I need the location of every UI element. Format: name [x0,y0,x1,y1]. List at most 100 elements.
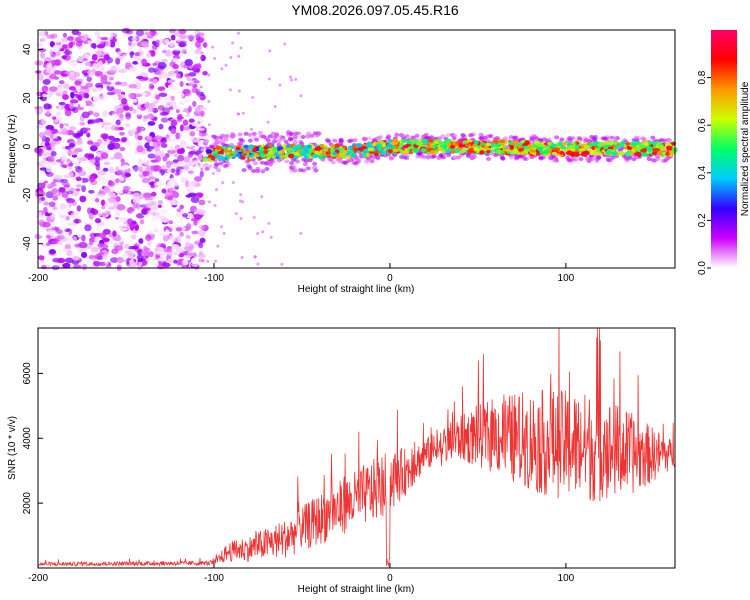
spectrogram-cell [79,156,88,162]
spectrogram-cell [94,118,100,124]
spectrogram-cell [355,143,363,148]
spectrogram-cell [74,218,80,224]
spectrogram-cell [263,149,268,155]
spectrogram-cell [401,150,407,155]
spectrogram-cell [160,208,168,215]
spectrogram-cell [68,187,76,192]
spectrogram-cell [110,257,119,264]
spectrogram-cell [177,113,183,118]
spectrogram-cell [62,94,69,100]
spectrogram-cell [78,90,85,95]
spectrogram-cell [218,161,224,166]
spectrogram-cell [623,155,629,160]
spectrogram-cell [651,151,658,156]
spectrogram-cell [193,64,200,69]
spectrogram-cell [253,255,257,259]
spectrogram-cell [537,146,544,152]
spectrogram-cell [123,185,130,193]
spectrogram-cell [508,135,514,140]
snr-y-tick-label: 6000 [22,362,33,385]
spectrogram-cell [192,100,197,107]
spectrogram-cell [348,149,355,155]
spectrogram-cell [116,107,125,114]
spectrogram-cell [255,169,261,174]
spectrogram-cell [41,37,47,42]
spectrogram-cell [206,259,210,263]
spectrogram-cell [161,188,167,194]
spectrogram-cell [394,132,400,137]
spectrogram-cell [341,155,347,160]
spectrogram-cell [166,180,176,188]
snr-y-tick-label: 2000 [22,492,33,515]
spectrogram-cell [160,143,168,148]
spectrogram-cell [399,142,404,147]
spectrogram-cell [605,140,611,146]
spectrogram-cell [322,147,329,152]
spectrogram-cell [136,103,142,110]
spectrogram-cell [38,48,47,53]
spectrogram-cell [46,165,53,173]
spectrogram-cell [184,73,190,78]
spectrogram-cell [162,100,168,106]
spectrogram-cell [121,98,128,105]
spectrogram-cell [314,146,322,151]
spectrogram-cell [136,145,144,153]
spectrogram-cell [80,251,88,258]
spectrogram-cell [241,152,247,157]
spectrogram-cell [562,141,567,147]
spectrogram-cell [109,156,116,161]
spectrogram-cell [194,176,203,182]
spectrogram-cell [197,153,203,161]
spectrogram-cell [112,142,121,150]
spectrogram-cell [316,131,322,136]
spectrogram-cell [49,59,59,66]
spectrogram-cell [50,150,57,157]
spectrogram-cell [239,199,243,203]
spectrogram-cell [117,256,124,264]
spectrogram-cell [106,91,115,96]
spectrogram-cell [241,168,247,173]
spectrogram-cell [547,155,553,160]
spectrogram-cell [147,239,152,247]
spectrogram-cell [55,111,62,117]
spectrogram-cell [55,51,61,57]
spectrogram-cell [145,210,155,216]
spectrogram-cell [170,119,178,127]
spectrogram-cell [650,135,656,140]
spectrogram-cell [185,241,191,248]
spectrogram-cell [293,152,300,156]
spectrogram-cell [104,81,112,85]
spectrogram-cell [554,135,560,140]
spectrogram-cell [199,110,205,117]
spectrogram-cell [183,156,191,163]
spectrogram-cell [43,201,49,206]
spectrogram-cell [633,135,639,140]
spectrogram-cell [160,137,166,142]
spectrogram-cell [74,80,82,86]
spectrogram-cell [88,159,96,164]
spectrogram-cell [68,142,76,148]
spectrogram-cell [640,148,647,153]
spectrogram-cell [362,137,368,142]
spectrogram-cell [338,139,344,144]
spectrogram-cell [75,176,82,182]
spectrogram-cell [277,146,284,151]
spectrogram-cell [342,149,348,154]
snr-x-axis-label: Height of straight line (km) [298,584,415,595]
spectrogram-cell [175,248,182,252]
spectrogram-cell [128,83,138,89]
spectrogram-cell [158,123,164,130]
spectrogram-cell [38,73,44,81]
spectrogram-cell [589,151,596,156]
spectrogram-cell [155,250,163,255]
spectrogram-cell [47,209,53,214]
spectrogram-cell [54,118,61,123]
spectrogram-cell [144,31,153,36]
spectrogram-cell [365,152,371,158]
spectrogram-cell [231,180,235,184]
spectrogram-cell [114,245,124,251]
spectrogram-cell [84,62,92,66]
spectrogram-cell [330,160,336,165]
spectrogram-cell [638,143,644,148]
spectrogram-x-tick-label: -200 [28,273,48,284]
